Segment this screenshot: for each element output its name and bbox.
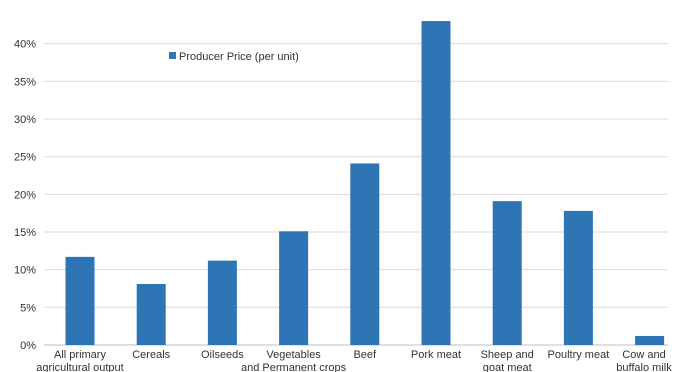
- y-tick-label: 25%: [14, 152, 36, 164]
- x-category-label: buffalo milk: [616, 362, 672, 372]
- bars: [65, 21, 665, 346]
- bar: [136, 283, 166, 345]
- bar: [65, 256, 95, 345]
- x-category-label: Beef: [353, 349, 377, 361]
- bar: [563, 210, 593, 345]
- bar: [207, 260, 237, 345]
- bar: [421, 21, 451, 346]
- x-category-label: Pork meat: [411, 349, 461, 361]
- x-category-label: Poultry meat: [548, 349, 610, 361]
- legend: Producer Price (per unit): [169, 51, 299, 63]
- x-category-label: Sheep and: [481, 349, 534, 361]
- y-tick-label: 10%: [14, 265, 36, 277]
- y-tick-label: 30%: [14, 114, 36, 126]
- y-tick-label: 5%: [20, 302, 36, 314]
- y-axis-ticks: 0% 5% 10% 15% 20% 25% 30% 35% 40%: [14, 39, 36, 352]
- y-tick-label: 40%: [14, 39, 36, 51]
- y-tick-label: 35%: [14, 76, 36, 88]
- bar: [492, 201, 522, 345]
- y-tick-label: 15%: [14, 227, 36, 239]
- y-tick-label: 20%: [14, 189, 36, 201]
- x-category-label: and Permanent crops: [241, 362, 347, 372]
- bar: [279, 231, 309, 345]
- y-tick-label: 0%: [20, 340, 36, 352]
- legend-swatch: [169, 52, 176, 59]
- x-category-label: Vegetables: [266, 349, 321, 361]
- bar: [350, 163, 380, 345]
- x-category-label: goat meat: [483, 362, 532, 372]
- x-category-label: Cow and: [622, 349, 665, 361]
- bar: [635, 335, 665, 345]
- x-category-label: Oilseeds: [201, 349, 244, 361]
- x-category-label: agricultural output: [36, 362, 123, 372]
- x-category-label: Cereals: [132, 349, 170, 361]
- legend-label: Producer Price (per unit): [179, 51, 299, 63]
- x-category-label: All primary: [54, 349, 106, 361]
